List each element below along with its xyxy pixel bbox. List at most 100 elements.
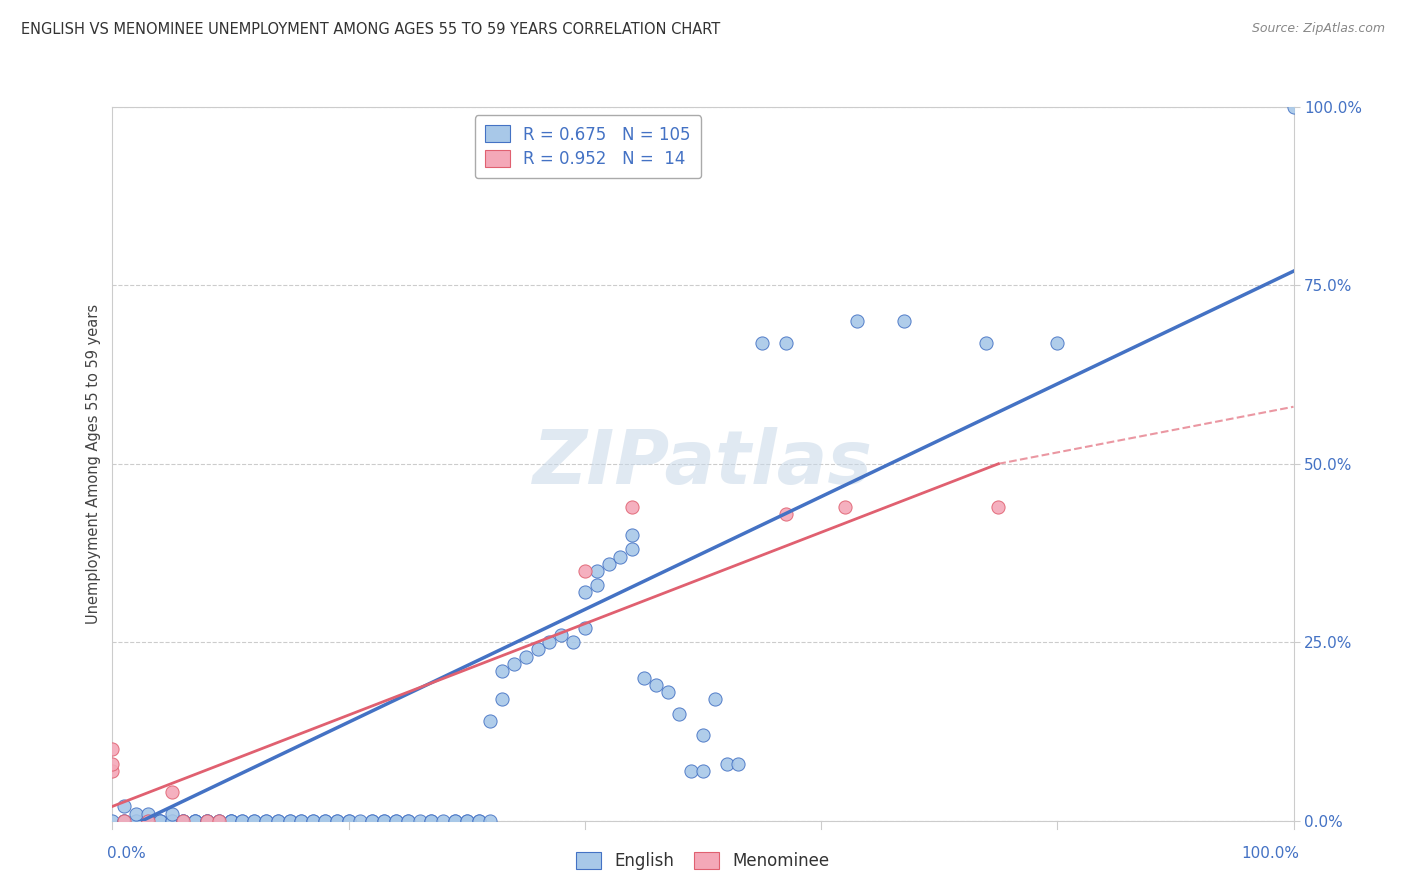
Point bbox=[314, 814, 336, 828]
Point bbox=[479, 714, 502, 728]
Point bbox=[657, 685, 679, 699]
Point bbox=[562, 635, 585, 649]
Point bbox=[491, 692, 513, 706]
Text: Source: ZipAtlas.com: Source: ZipAtlas.com bbox=[1251, 22, 1385, 36]
Point bbox=[373, 814, 395, 828]
Point bbox=[278, 814, 301, 828]
Point bbox=[184, 814, 207, 828]
Point bbox=[195, 814, 218, 828]
Point bbox=[550, 628, 572, 642]
Point bbox=[1046, 335, 1069, 350]
Point bbox=[184, 814, 207, 828]
Point bbox=[254, 814, 277, 828]
Point bbox=[408, 814, 430, 828]
Point bbox=[112, 814, 135, 828]
Point bbox=[444, 814, 467, 828]
Point bbox=[112, 814, 135, 828]
Point bbox=[231, 814, 253, 828]
Point bbox=[112, 814, 135, 828]
Point bbox=[160, 806, 183, 821]
Point bbox=[195, 814, 218, 828]
Point bbox=[585, 578, 607, 592]
Y-axis label: Unemployment Among Ages 55 to 59 years: Unemployment Among Ages 55 to 59 years bbox=[86, 304, 101, 624]
Point bbox=[385, 814, 408, 828]
Legend: English, Menominee: English, Menominee bbox=[569, 845, 837, 877]
Point bbox=[420, 814, 443, 828]
Point bbox=[456, 814, 478, 828]
Point bbox=[598, 557, 620, 571]
Point bbox=[149, 814, 172, 828]
Point bbox=[633, 671, 655, 685]
Point bbox=[681, 764, 703, 778]
Point bbox=[834, 500, 856, 514]
Point bbox=[112, 799, 135, 814]
Point bbox=[219, 814, 242, 828]
Point bbox=[172, 814, 194, 828]
Point bbox=[526, 642, 548, 657]
Point bbox=[172, 814, 194, 828]
Text: ENGLISH VS MENOMINEE UNEMPLOYMENT AMONG AGES 55 TO 59 YEARS CORRELATION CHART: ENGLISH VS MENOMINEE UNEMPLOYMENT AMONG … bbox=[21, 22, 720, 37]
Point bbox=[703, 692, 725, 706]
Point bbox=[184, 814, 207, 828]
Point bbox=[101, 814, 124, 828]
Point bbox=[893, 314, 915, 328]
Text: 100.0%: 100.0% bbox=[1241, 846, 1299, 861]
Point bbox=[574, 621, 596, 635]
Point bbox=[444, 814, 467, 828]
Point bbox=[290, 814, 312, 828]
Point bbox=[538, 635, 561, 649]
Point bbox=[136, 814, 159, 828]
Point bbox=[302, 814, 325, 828]
Point bbox=[195, 814, 218, 828]
Point bbox=[243, 814, 266, 828]
Point bbox=[1282, 100, 1305, 114]
Point bbox=[314, 814, 336, 828]
Point bbox=[101, 756, 124, 771]
Point bbox=[644, 678, 666, 692]
Point bbox=[208, 814, 231, 828]
Point bbox=[396, 814, 419, 828]
Point bbox=[621, 528, 644, 542]
Point bbox=[716, 756, 738, 771]
Point bbox=[219, 814, 242, 828]
Point bbox=[149, 814, 172, 828]
Text: ZIPatlas: ZIPatlas bbox=[533, 427, 873, 500]
Point bbox=[149, 814, 172, 828]
Point bbox=[585, 564, 607, 578]
Point bbox=[467, 814, 489, 828]
Point bbox=[361, 814, 384, 828]
Point bbox=[976, 335, 998, 350]
Point bbox=[467, 814, 489, 828]
Point bbox=[160, 785, 183, 799]
Point bbox=[195, 814, 218, 828]
Point bbox=[326, 814, 349, 828]
Point bbox=[101, 742, 124, 756]
Point bbox=[125, 814, 148, 828]
Point bbox=[101, 764, 124, 778]
Point bbox=[208, 814, 231, 828]
Point bbox=[574, 564, 596, 578]
Point bbox=[125, 814, 148, 828]
Point bbox=[172, 814, 194, 828]
Point bbox=[503, 657, 526, 671]
Point bbox=[373, 814, 395, 828]
Point bbox=[456, 814, 478, 828]
Point bbox=[361, 814, 384, 828]
Point bbox=[136, 814, 159, 828]
Point bbox=[267, 814, 290, 828]
Point bbox=[396, 814, 419, 828]
Point bbox=[326, 814, 349, 828]
Point bbox=[243, 814, 266, 828]
Point bbox=[125, 806, 148, 821]
Point bbox=[385, 814, 408, 828]
Point bbox=[290, 814, 312, 828]
Point bbox=[219, 814, 242, 828]
Point bbox=[349, 814, 371, 828]
Point bbox=[302, 814, 325, 828]
Point bbox=[136, 806, 159, 821]
Point bbox=[491, 664, 513, 678]
Point bbox=[692, 728, 714, 742]
Point bbox=[775, 507, 797, 521]
Point bbox=[160, 814, 183, 828]
Point bbox=[160, 814, 183, 828]
